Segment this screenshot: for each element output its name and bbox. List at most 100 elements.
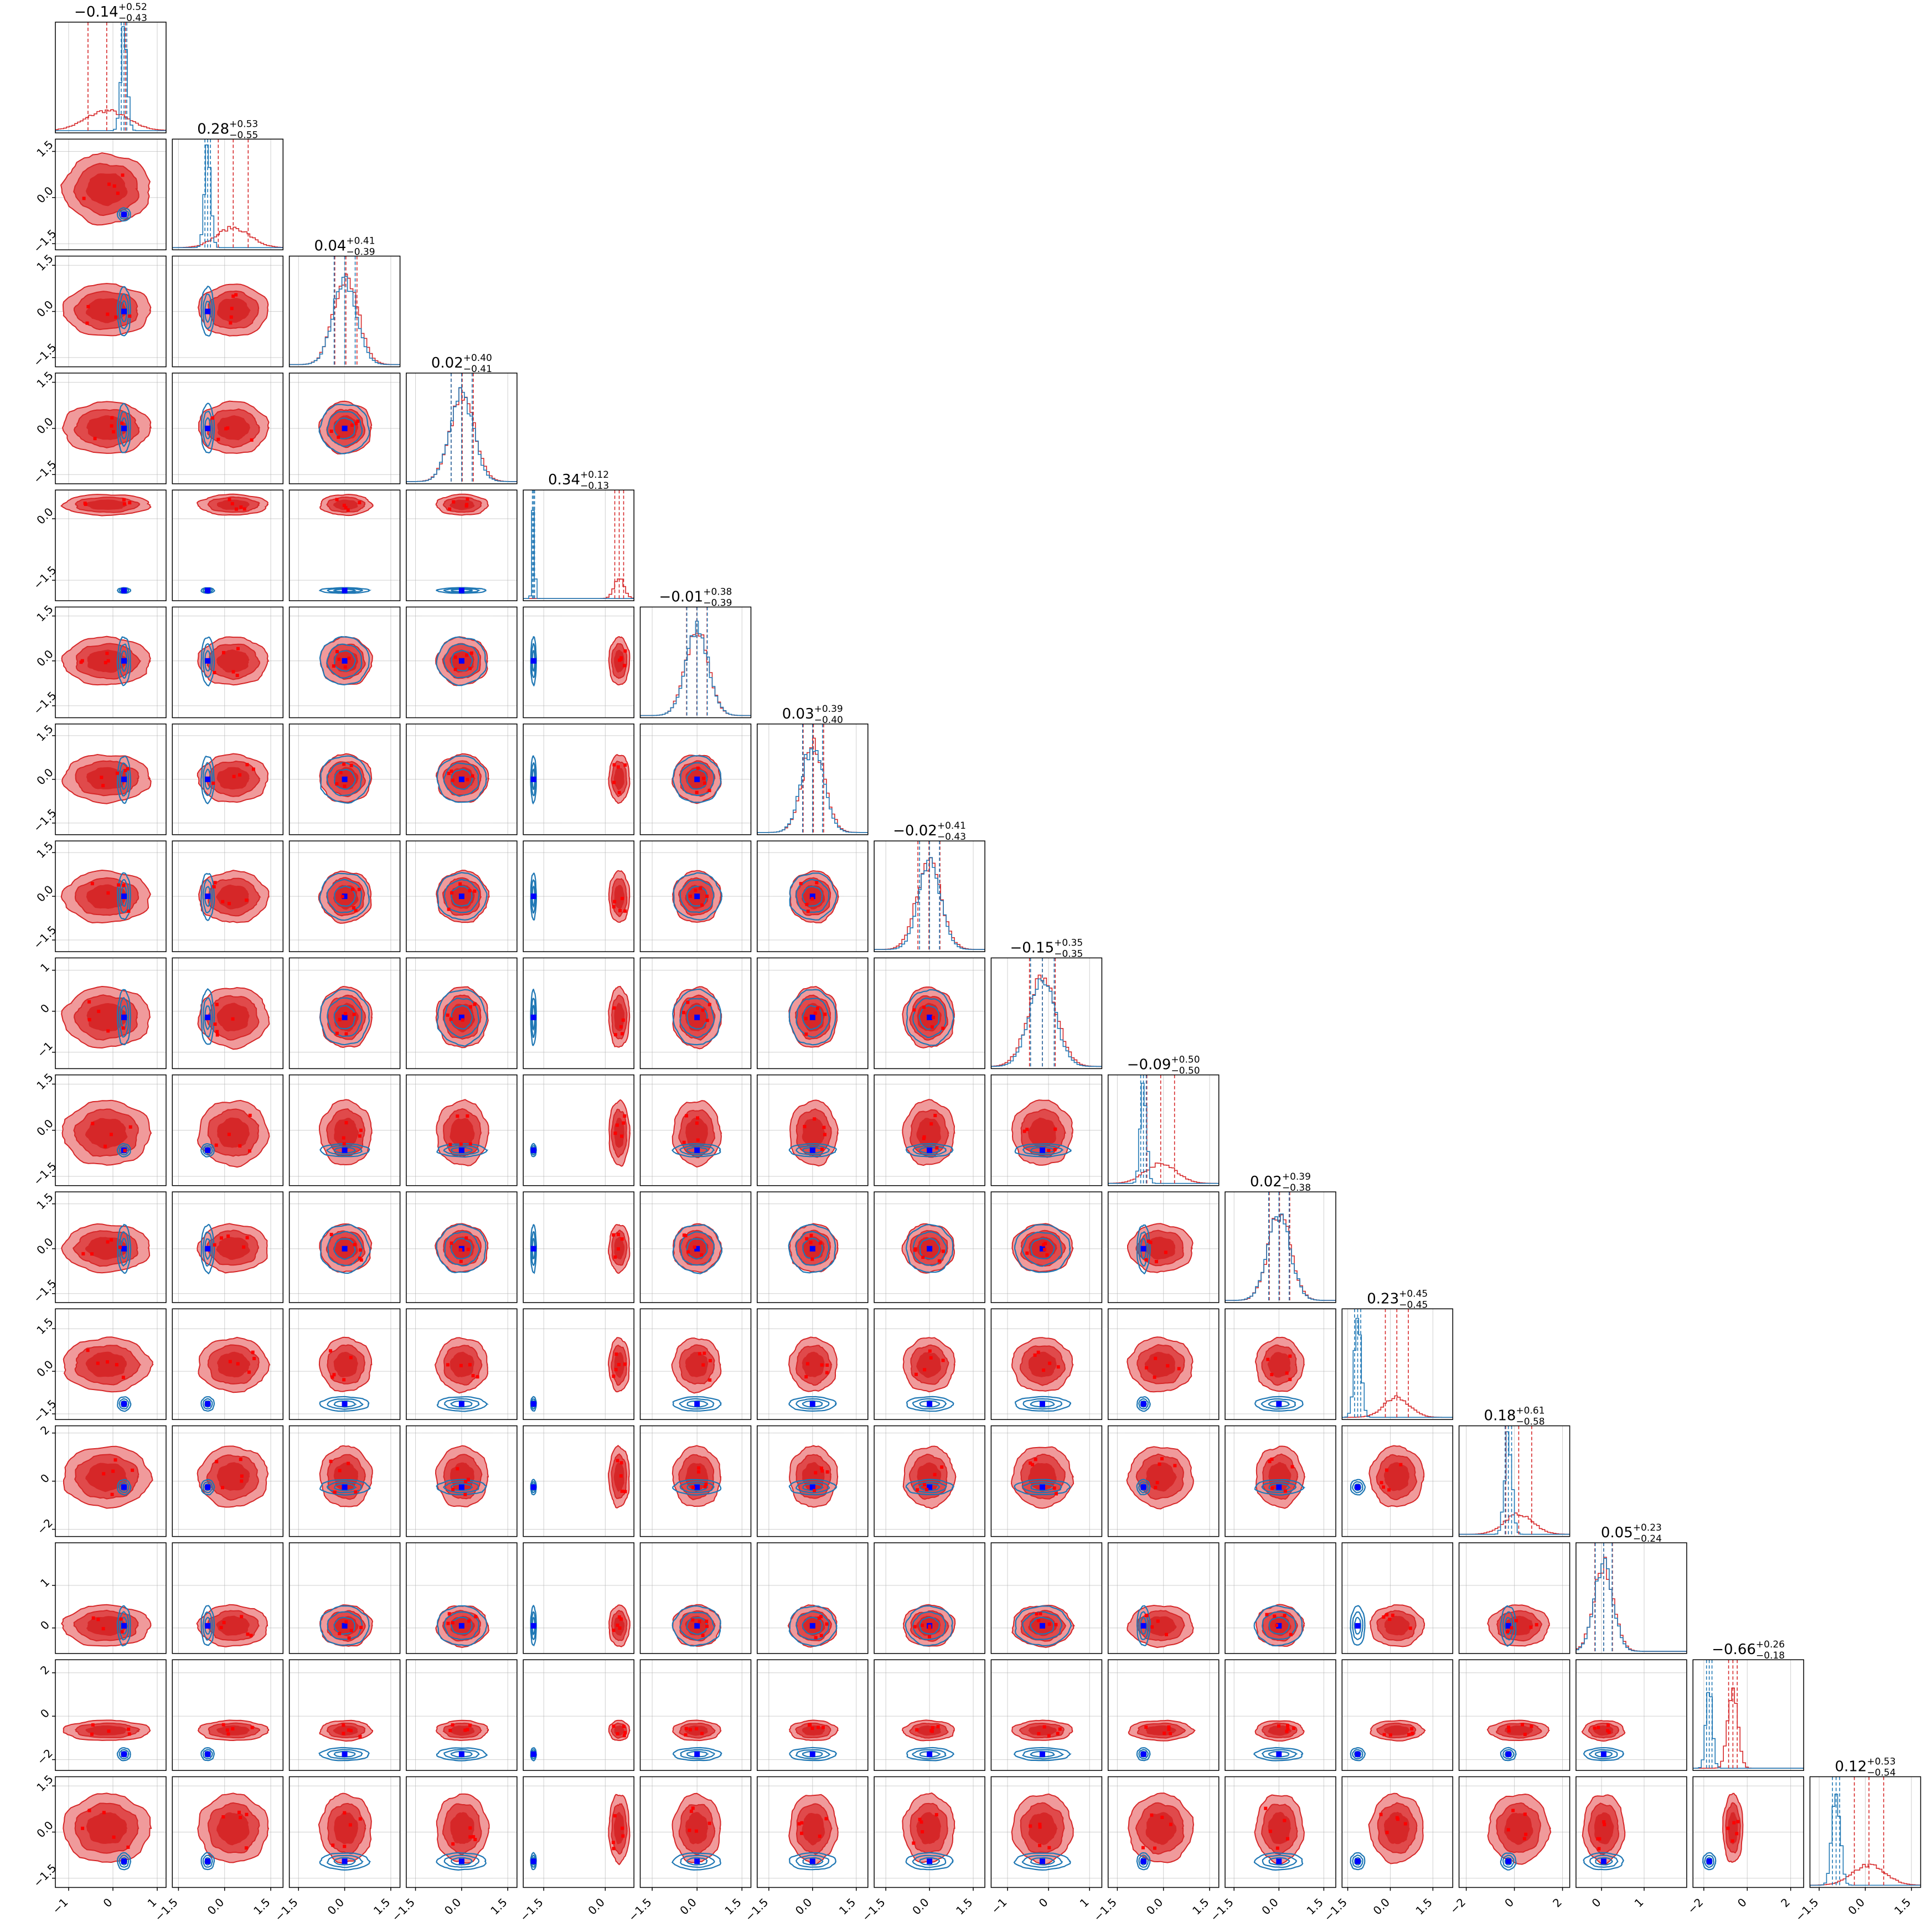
red-contour-inner xyxy=(802,1351,825,1377)
red-marker xyxy=(916,1488,919,1492)
panel-10-8 xyxy=(990,1191,1103,1303)
red-marker xyxy=(81,1252,85,1256)
red-marker xyxy=(613,1132,617,1135)
red-marker xyxy=(1507,1726,1511,1729)
panel-8-5 xyxy=(639,957,752,1070)
red-marker xyxy=(1053,1127,1057,1131)
red-marker xyxy=(1047,1846,1051,1850)
red-marker xyxy=(1025,1251,1029,1255)
red-contour-inner xyxy=(1145,1462,1177,1492)
red-marker xyxy=(797,1822,801,1826)
blue-contour-2 xyxy=(1504,1616,1512,1635)
blue-contour-0 xyxy=(318,1747,370,1761)
red-marker xyxy=(1268,1830,1272,1833)
red-marker xyxy=(356,419,360,423)
red-marker xyxy=(343,665,347,669)
panel-11-0: −1.5 0.0 1.5 xyxy=(30,1308,167,1425)
red-marker xyxy=(221,1486,225,1490)
blue-contour-1 xyxy=(118,1145,130,1156)
x-tick-label: 1.5 xyxy=(836,1895,858,1917)
red-marker xyxy=(703,1485,707,1489)
diag-panel-13: 0.05+0.23 −0.24 xyxy=(1575,1522,1687,1654)
x-tick-label: −1 xyxy=(50,1895,71,1916)
red-contour-inner xyxy=(86,1812,128,1844)
red-marker xyxy=(814,1471,818,1475)
red-marker xyxy=(696,1138,700,1142)
red-marker xyxy=(1043,1248,1047,1252)
blue-contour-0 xyxy=(1350,1479,1366,1496)
red-marker xyxy=(1283,1489,1287,1493)
red-marker xyxy=(251,767,255,771)
panel-7-2 xyxy=(288,840,401,952)
blue-contour-0 xyxy=(1014,1396,1072,1412)
y-tick-label: 1.5 xyxy=(34,602,55,624)
red-marker xyxy=(818,1241,822,1245)
panel-frame xyxy=(1107,1425,1220,1537)
blue-contour-0 xyxy=(319,1396,370,1412)
truth-marker xyxy=(530,1147,536,1153)
red-marker xyxy=(821,1726,825,1729)
blue-contour-1 xyxy=(795,1611,830,1640)
truth-marker xyxy=(1706,1858,1712,1864)
panel-frame xyxy=(757,1542,869,1654)
red-marker xyxy=(338,1631,342,1635)
red-marker xyxy=(122,498,126,502)
truth-marker xyxy=(927,1751,933,1757)
blue-contour-0 xyxy=(436,636,487,686)
panel-14-1 xyxy=(172,1659,284,1771)
y-tick-label: 0.0 xyxy=(34,1235,55,1257)
red-marker xyxy=(921,1256,925,1259)
blue-contour-1 xyxy=(327,997,363,1037)
truth-marker xyxy=(121,658,127,664)
blue-contour-0 xyxy=(1136,1479,1151,1496)
truth-marker xyxy=(1276,1484,1282,1490)
title-median: −0.15 xyxy=(1010,939,1054,956)
blue-contour-0 xyxy=(116,1747,131,1761)
panel-title: 0.12+0.53 −0.54 xyxy=(1835,1757,1895,1779)
title-minus: −0.18 xyxy=(1756,1650,1785,1661)
truth-marker xyxy=(205,1401,211,1407)
red-marker xyxy=(914,1372,918,1376)
red-marker xyxy=(239,1816,242,1820)
panel-frame xyxy=(1341,1776,1454,1888)
truth-marker xyxy=(121,893,127,900)
red-marker xyxy=(940,1465,944,1469)
red-marker xyxy=(245,763,249,767)
red-marker xyxy=(116,192,120,195)
blue-contour-1 xyxy=(1261,1749,1298,1760)
blue-contour-2 xyxy=(333,417,355,440)
red-marker xyxy=(466,1114,469,1118)
panel-frame xyxy=(172,138,284,251)
red-marker xyxy=(617,1363,621,1367)
red-marker xyxy=(1266,1357,1270,1361)
panel-4-1 xyxy=(172,489,284,601)
red-marker xyxy=(1290,1465,1294,1469)
panel-title: 0.02+0.40 −0.41 xyxy=(431,353,492,375)
red-contour-inner xyxy=(1028,1351,1057,1377)
red-contour-inner xyxy=(334,1811,358,1845)
red-marker xyxy=(104,1144,107,1148)
red-marker xyxy=(466,497,469,501)
red-marker xyxy=(1382,1615,1386,1619)
truth-marker xyxy=(1276,1751,1282,1757)
red-marker xyxy=(228,1360,232,1363)
blue-contour-0 xyxy=(436,1605,488,1646)
panel-frame xyxy=(639,957,752,1070)
diag-panel-15: 0.12+0.53 −0.54 −1.5 0.0 1.5 xyxy=(1792,1757,1921,1924)
red-marker xyxy=(1597,1726,1600,1729)
red-marker xyxy=(250,1726,254,1729)
red-marker xyxy=(1510,1626,1513,1630)
diag-panel-4: 0.34+0.12 −0.13 xyxy=(523,469,634,601)
red-marker xyxy=(236,647,240,650)
red-marker xyxy=(451,778,454,782)
histogram-line xyxy=(1575,1558,1687,1654)
blue-contour-0 xyxy=(671,1143,721,1158)
truth-marker xyxy=(530,1401,536,1407)
red-marker xyxy=(215,1033,219,1037)
truth-marker xyxy=(809,1246,815,1252)
red-marker xyxy=(101,784,105,788)
red-marker xyxy=(1399,1463,1403,1466)
red-marker xyxy=(249,1634,253,1637)
truth-marker xyxy=(1039,1246,1045,1252)
panel-12-6 xyxy=(757,1425,869,1537)
